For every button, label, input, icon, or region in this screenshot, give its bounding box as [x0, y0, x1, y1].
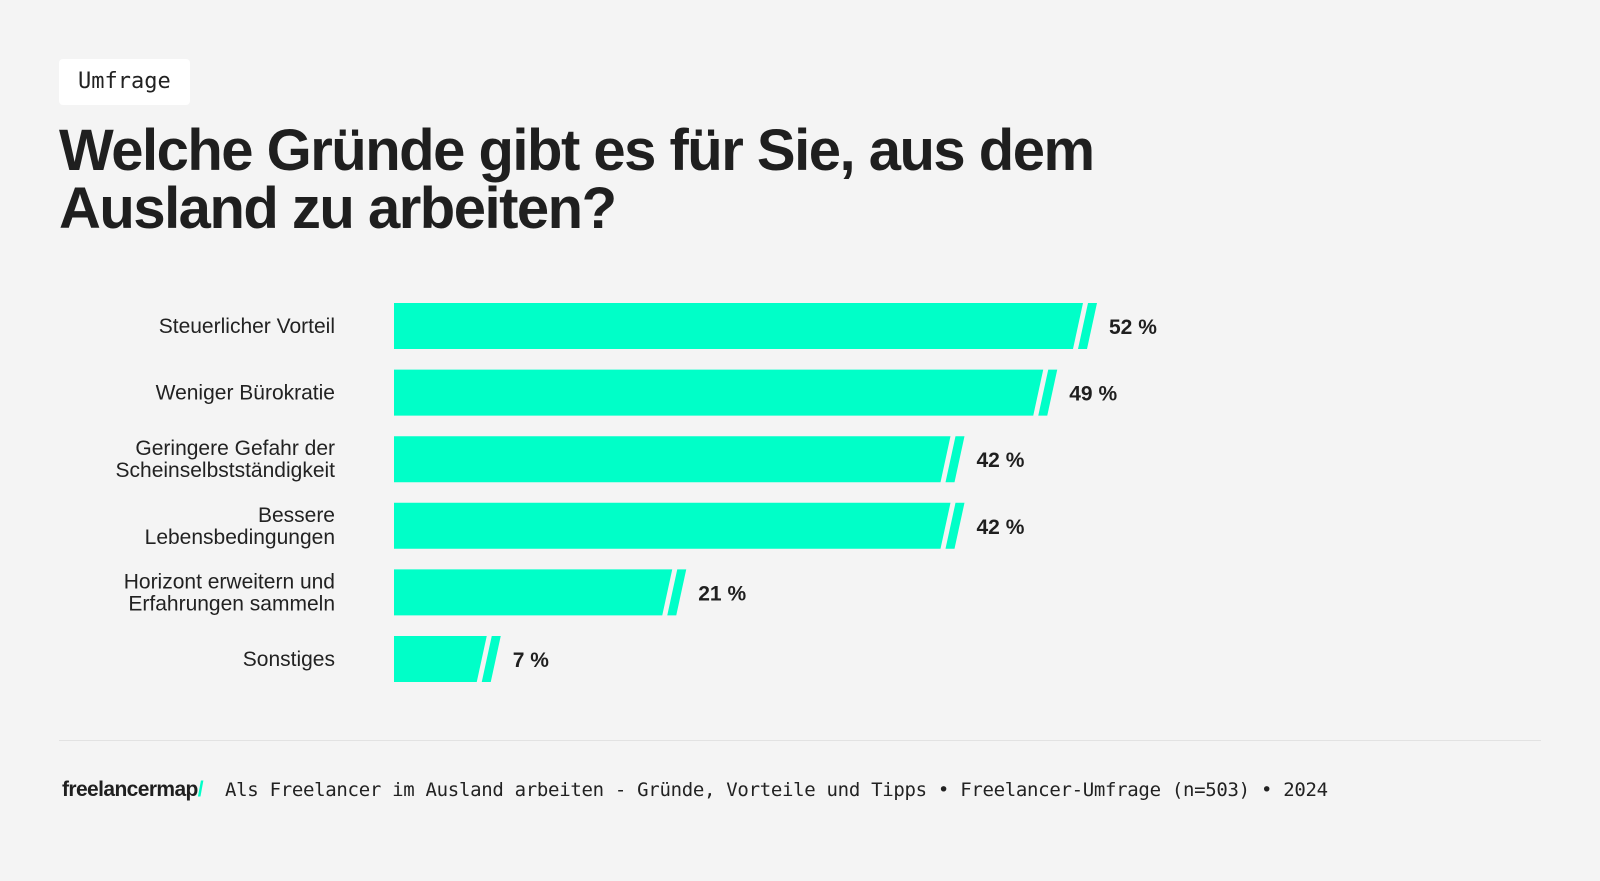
source-note: Als Freelancer im Ausland arbeiten - Grü…: [225, 779, 1328, 801]
bar-slash: [1078, 303, 1097, 349]
bar-chart: 52 % Steuerlicher Vorteil 49 % Weniger Büro…: [116, 303, 1157, 682]
category-label: Horizont erweitern und Erfahrungen sammel…: [124, 570, 335, 615]
category-label: Weniger Bürokratie: [156, 382, 335, 405]
freelancermap-logo: freelancermap/: [62, 778, 204, 801]
bar: [394, 369, 1044, 416]
value-label: 49 %: [1069, 383, 1117, 406]
bar: [394, 436, 951, 483]
category-label: Geringere Gefahr der Scheinselbstständigk…: [116, 437, 336, 482]
divider: [59, 740, 1541, 741]
value-label: 21 %: [698, 582, 746, 605]
value-label: 42 %: [977, 516, 1025, 539]
footer: freelancermap/ Als Freelancer im Ausland…: [62, 778, 1328, 802]
category-tag: Umfrage: [59, 59, 190, 105]
category-label: Bessere Lebensbedingungen: [145, 504, 335, 549]
category-label: Steuerlicher Vorteil: [159, 315, 335, 338]
bar: [394, 569, 673, 616]
bar: [394, 636, 487, 682]
bar-slash: [945, 436, 965, 483]
bar-slash: [945, 502, 965, 549]
bar-slash: [1038, 369, 1058, 416]
chart-title: Welche Gründe gibt es für Sie, aus dem A…: [59, 118, 1095, 241]
value-label: 42 %: [977, 449, 1025, 472]
bar: [394, 502, 951, 549]
bar-slash: [481, 636, 501, 682]
category-label: Sonstiges: [243, 648, 335, 671]
bar: [394, 303, 1083, 349]
bar-slash: [667, 569, 687, 616]
value-label: 52 %: [1109, 316, 1157, 339]
value-label: 7 %: [513, 649, 550, 672]
